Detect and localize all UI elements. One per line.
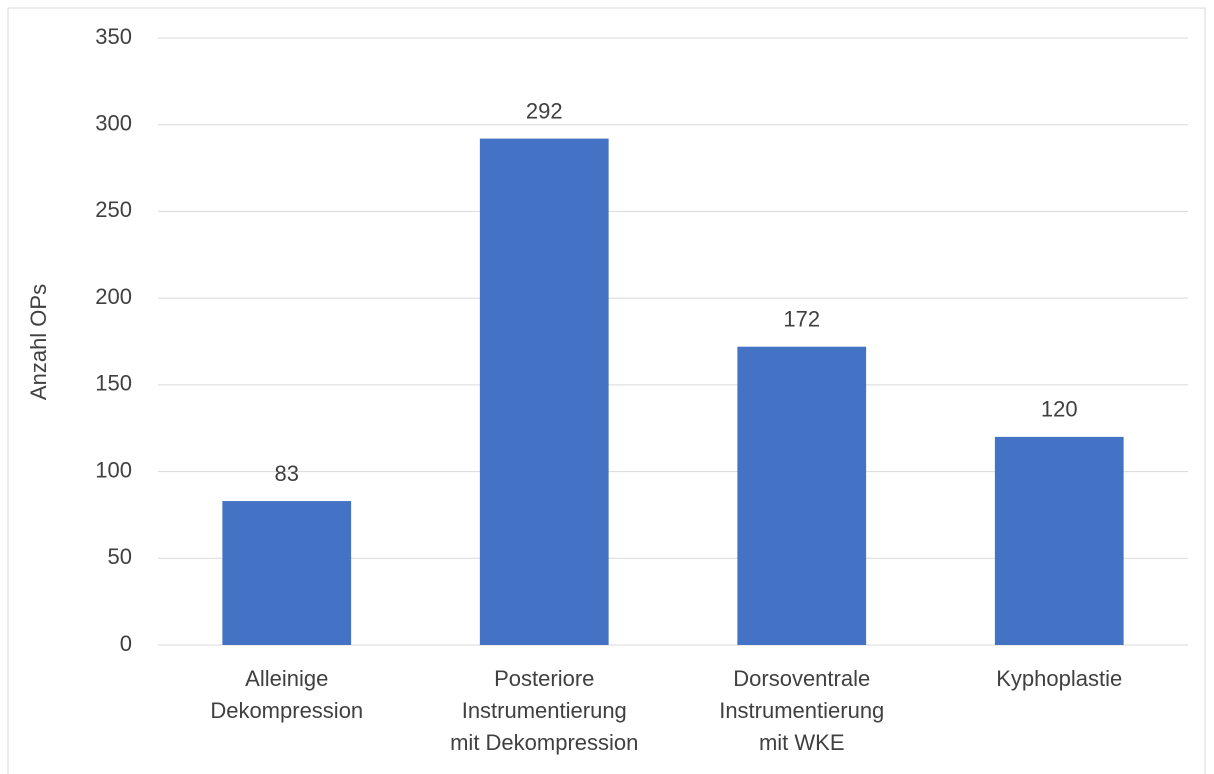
y-tick-label: 250 bbox=[95, 197, 132, 222]
bar bbox=[479, 138, 609, 646]
x-tick-label-line: mit WKE bbox=[759, 730, 845, 755]
y-axis-label: Anzahl OPs bbox=[26, 284, 51, 400]
x-tick-label-line: Instrumentierung bbox=[462, 698, 627, 723]
y-tick-label: 350 bbox=[95, 24, 132, 49]
x-tick-label-line: Dekompression bbox=[210, 698, 363, 723]
x-tick-label-line: Alleinige bbox=[245, 666, 328, 691]
y-tick-label: 100 bbox=[95, 457, 132, 482]
x-tick-label-line: Instrumentierung bbox=[719, 698, 884, 723]
y-tick-label: 200 bbox=[95, 284, 132, 309]
x-tick-label: Dorsoventrale Instrumentierung mit WKE bbox=[719, 666, 884, 755]
value-label: 83 bbox=[275, 461, 299, 486]
x-tick-label: Alleinige Dekompression bbox=[210, 666, 363, 723]
x-tick-label-line: mit Dekompression bbox=[450, 730, 638, 755]
x-tick-label-line: Kyphoplastie bbox=[996, 666, 1122, 691]
bar bbox=[737, 346, 867, 645]
y-tick-label: 0 bbox=[120, 631, 132, 656]
bar bbox=[222, 501, 352, 645]
y-tick-label: 50 bbox=[108, 544, 132, 569]
x-tick-label: Posteriore Instrumentierung mit Dekompress… bbox=[450, 666, 638, 755]
bar bbox=[994, 436, 1124, 645]
value-label: 172 bbox=[783, 307, 820, 332]
x-tick-label-line: Dorsoventrale bbox=[733, 666, 870, 691]
value-label: 292 bbox=[526, 98, 563, 123]
value-label: 120 bbox=[1041, 397, 1078, 422]
y-tick-label: 150 bbox=[95, 371, 132, 396]
x-tick-label-line: Posteriore bbox=[494, 666, 594, 691]
y-tick-label: 300 bbox=[95, 111, 132, 136]
x-tick-label: Kyphoplastie bbox=[996, 666, 1122, 691]
